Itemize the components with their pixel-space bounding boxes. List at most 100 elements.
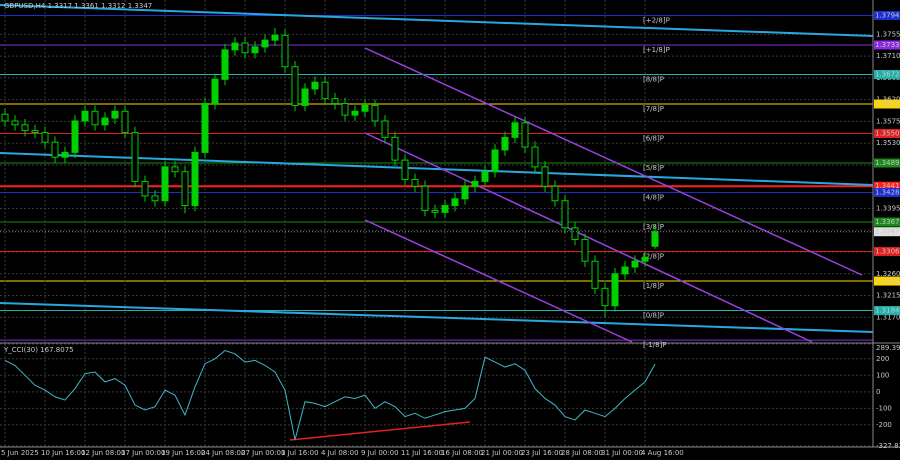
x-tick-label: 9 Jul 00:00: [361, 449, 399, 457]
level-label: [+1/8]P: [643, 46, 670, 54]
candle-body: [31, 130, 39, 134]
y-tick-label: 1.3575: [876, 117, 900, 125]
x-tick-label: 4 Aug 16:00: [641, 449, 684, 457]
x-tick-label: 17 Jun 00:00: [121, 449, 165, 457]
price-tag-label: 1.3347: [875, 228, 900, 236]
y-tick-label: 100: [876, 371, 889, 379]
y-tick-label: 1.3530: [876, 139, 900, 147]
candle-body: [231, 42, 239, 51]
level-label: [+2/8]P: [643, 16, 670, 24]
candle-body: [481, 171, 489, 182]
candle-body: [111, 110, 119, 119]
price-tag-label: 1.3611: [875, 100, 900, 108]
trend-line: [0, 152, 874, 186]
candle-body: [511, 122, 519, 138]
candle-body: [341, 103, 349, 116]
candle-body: [101, 117, 109, 126]
price-tag-label: 1.3550: [875, 130, 900, 138]
candle-body: [41, 132, 49, 143]
candle-body: [541, 166, 549, 187]
candle-body: [421, 185, 429, 211]
x-tick-label: 28 Jul 08:00: [561, 449, 603, 457]
y-tick-label: -100: [876, 404, 892, 412]
candle-body: [81, 110, 89, 122]
price-tag-label: 1.3733: [875, 41, 900, 49]
level-label: [8/8]P: [643, 75, 664, 83]
x-tick-label: 24 Jun 08:00: [201, 449, 245, 457]
candle-body: [221, 49, 229, 80]
candle-body: [211, 78, 219, 105]
price-tag: [874, 247, 900, 257]
x-tick-label: 27 Jun 00:00: [241, 449, 285, 457]
candle-body: [431, 209, 439, 213]
candle-body: [281, 34, 289, 68]
candle-body: [601, 287, 609, 307]
price-tag: [874, 217, 900, 227]
level-label: [7/8]P: [643, 105, 664, 113]
y-tick-label: 1.3260: [876, 270, 900, 278]
x-tick-label: 1 Jul 16:00: [281, 449, 319, 457]
price-tag: [874, 306, 900, 316]
y-tick-label: 1.3755: [876, 30, 900, 38]
candle-body: [471, 180, 479, 187]
candle-body: [161, 166, 169, 202]
trend-lines: [0, 4, 874, 441]
channel-line: [364, 132, 813, 343]
chart-title: GBPUSD,H4 1.3317 1.3361 1.3312 1.3347: [4, 2, 152, 10]
y-tick-label: 1.3170: [876, 313, 900, 321]
candle-body: [141, 180, 149, 197]
candle-body: [11, 120, 19, 126]
candle-body: [271, 34, 279, 41]
level-label: [5/8]P: [643, 164, 664, 172]
candle-body: [631, 260, 639, 268]
candle-body: [241, 42, 249, 54]
y-tick-label: 289.3969: [876, 344, 900, 352]
candle-body: [181, 171, 189, 207]
price-tag-label: 1.3441: [875, 182, 900, 190]
trend-line: [0, 302, 874, 333]
x-tick-label: 10 Jun 16:00: [41, 449, 85, 457]
price-tag-label: 1.3306: [875, 248, 900, 256]
candle-body: [91, 110, 99, 126]
price-tag: [874, 181, 900, 191]
y-tick-label: 1.3395: [876, 204, 900, 212]
candle-body: [331, 98, 339, 105]
price-tag: [874, 129, 900, 139]
level-label: [-1/8]P: [643, 341, 666, 349]
y-tick-label: 200: [876, 355, 889, 363]
candle-body: [1, 113, 9, 122]
price-tag-label: 1.3184: [875, 307, 900, 315]
x-tick-label: 19 Jun 16:00: [161, 449, 205, 457]
candle-body: [371, 104, 379, 122]
level-label: [1/8]P: [643, 282, 664, 290]
y-tick-label: 0: [876, 388, 880, 396]
divergence-line: [289, 421, 471, 441]
price-tag: [874, 188, 900, 198]
price-tag: [874, 227, 900, 237]
y-tick-label: -200: [876, 421, 892, 429]
candle-body: [491, 149, 499, 173]
candle-body: [201, 103, 209, 153]
candle-body: [561, 200, 569, 229]
level-label: [4/8]P: [643, 194, 664, 202]
price-tag-label: 1.3428: [875, 189, 900, 197]
price-tag: [874, 10, 900, 20]
price-tag: [874, 99, 900, 109]
price-tag: [874, 40, 900, 50]
trend-line: [0, 4, 874, 37]
price-tag-label: 1.3367: [875, 218, 900, 226]
candle-body: [621, 266, 629, 275]
candle-body: [21, 124, 29, 132]
channel-line: [364, 219, 633, 343]
candle-body: [641, 256, 649, 262]
candle-body: [71, 120, 79, 153]
candle-body: [51, 141, 59, 158]
x-tick-label: 12 Jun 08:00: [81, 449, 125, 457]
level-label: [0/8]P: [643, 312, 664, 320]
candle-body: [451, 198, 459, 207]
candle-body: [461, 185, 469, 200]
x-tick-label: 23 Jul 16:00: [521, 449, 563, 457]
candle-body: [361, 104, 369, 112]
price-tag: [874, 276, 900, 286]
